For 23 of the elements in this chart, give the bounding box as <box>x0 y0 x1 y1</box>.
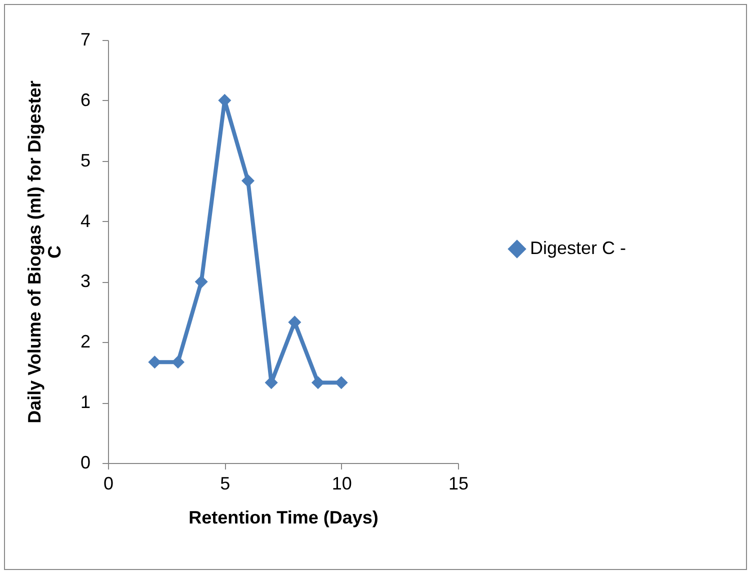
point <box>218 94 232 107</box>
point <box>171 356 185 369</box>
y-tick-label: 3 <box>80 271 90 292</box>
y-tick-label: 0 <box>80 452 90 472</box>
y-tick-label: 5 <box>80 150 90 170</box>
point <box>288 316 302 329</box>
y-tick-label: 7 <box>80 30 90 50</box>
x-tick-label: 15 <box>448 474 469 494</box>
y-tick-label: 4 <box>80 210 90 231</box>
point <box>194 275 208 288</box>
point <box>241 174 255 188</box>
y-tick-label: 6 <box>80 90 90 110</box>
point <box>148 356 162 369</box>
y-tick-label: 1 <box>80 392 90 412</box>
point <box>311 376 325 390</box>
y-axis-title: Daily Volume of Biogas (ml) for Digester C <box>24 80 64 424</box>
x-tick-label: 5 <box>220 474 230 494</box>
legend-label: Digester C - <box>530 238 626 258</box>
x-axis-title: Retention Time (Days) <box>188 508 378 528</box>
x-tick-label: 0 <box>103 474 114 494</box>
x-tick-label: 10 <box>332 474 352 494</box>
y-tick-label: 2 <box>80 332 90 352</box>
point <box>334 376 348 390</box>
